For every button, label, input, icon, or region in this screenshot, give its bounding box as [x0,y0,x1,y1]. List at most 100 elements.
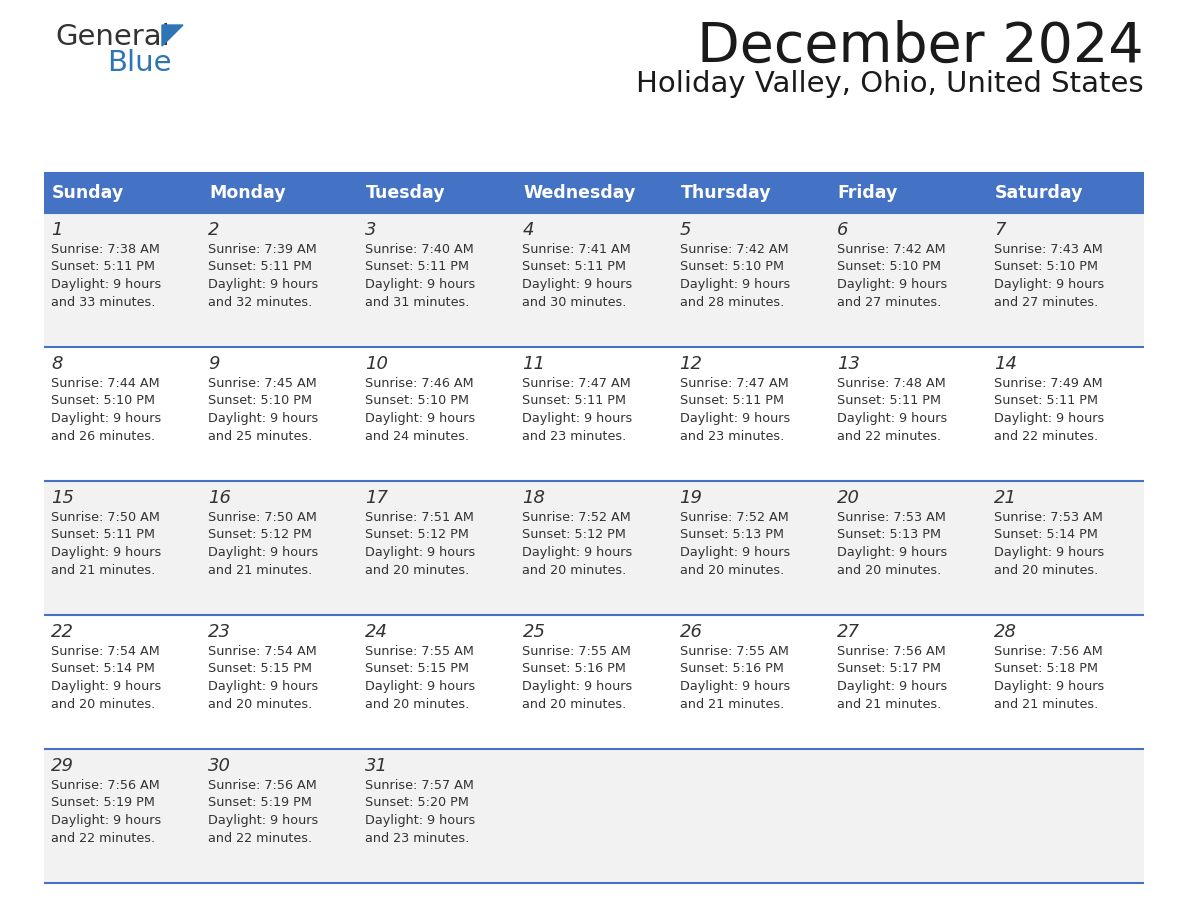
Text: Daylight: 9 hours: Daylight: 9 hours [523,278,633,291]
Text: Daylight: 9 hours: Daylight: 9 hours [365,412,475,425]
Text: 30: 30 [208,757,232,775]
Text: Daylight: 9 hours: Daylight: 9 hours [680,680,790,693]
Text: Daylight: 9 hours: Daylight: 9 hours [994,546,1104,559]
Text: 10: 10 [365,355,388,373]
Text: Sunset: 5:15 PM: Sunset: 5:15 PM [365,663,469,676]
Bar [829,173,987,213]
Text: Daylight: 9 hours: Daylight: 9 hours [208,814,318,827]
Text: and 20 minutes.: and 20 minutes. [836,564,941,577]
Text: Sunset: 5:12 PM: Sunset: 5:12 PM [523,529,626,542]
Text: Daylight: 9 hours: Daylight: 9 hours [365,814,475,827]
Text: Sunrise: 7:55 AM: Sunrise: 7:55 AM [523,645,631,658]
Text: 31: 31 [365,757,388,775]
Text: Daylight: 9 hours: Daylight: 9 hours [680,546,790,559]
Text: 6: 6 [836,221,848,239]
Text: Daylight: 9 hours: Daylight: 9 hours [523,412,633,425]
Polygon shape [162,25,183,46]
Text: Sunset: 5:13 PM: Sunset: 5:13 PM [836,529,941,542]
Text: Sunset: 5:16 PM: Sunset: 5:16 PM [680,663,783,676]
Text: Sunset: 5:19 PM: Sunset: 5:19 PM [208,797,312,810]
Text: Sunset: 5:10 PM: Sunset: 5:10 PM [680,261,784,274]
Text: 23: 23 [208,623,232,641]
Text: and 23 minutes.: and 23 minutes. [523,430,627,442]
Text: and 22 minutes.: and 22 minutes. [51,832,156,845]
Text: Sunset: 5:11 PM: Sunset: 5:11 PM [365,261,469,274]
Text: Sunrise: 7:57 AM: Sunrise: 7:57 AM [365,779,474,792]
Text: and 21 minutes.: and 21 minutes. [836,698,941,711]
Text: Sunrise: 7:38 AM: Sunrise: 7:38 AM [51,243,160,256]
Text: Sunset: 5:10 PM: Sunset: 5:10 PM [208,395,312,408]
Bar [44,481,1144,615]
Text: Sunrise: 7:54 AM: Sunrise: 7:54 AM [208,645,317,658]
Text: 9: 9 [208,355,220,373]
Text: Sunset: 5:16 PM: Sunset: 5:16 PM [523,663,626,676]
Bar [44,213,1144,347]
Text: and 25 minutes.: and 25 minutes. [208,430,312,442]
Text: Sunrise: 7:55 AM: Sunrise: 7:55 AM [680,645,789,658]
Text: 17: 17 [365,489,388,507]
Text: Sunrise: 7:56 AM: Sunrise: 7:56 AM [994,645,1102,658]
Bar [201,173,359,213]
Text: Sunrise: 7:49 AM: Sunrise: 7:49 AM [994,377,1102,390]
Text: Daylight: 9 hours: Daylight: 9 hours [365,680,475,693]
Text: and 23 minutes.: and 23 minutes. [680,430,784,442]
Text: Daylight: 9 hours: Daylight: 9 hours [836,278,947,291]
Text: 7: 7 [994,221,1005,239]
Text: 8: 8 [51,355,63,373]
Text: Sunset: 5:18 PM: Sunset: 5:18 PM [994,663,1098,676]
Text: Sunset: 5:14 PM: Sunset: 5:14 PM [51,663,154,676]
Text: Daylight: 9 hours: Daylight: 9 hours [523,546,633,559]
Text: Daylight: 9 hours: Daylight: 9 hours [51,278,162,291]
Text: Sunset: 5:14 PM: Sunset: 5:14 PM [994,529,1098,542]
Text: 24: 24 [365,623,388,641]
Text: Daylight: 9 hours: Daylight: 9 hours [994,278,1104,291]
Text: Daylight: 9 hours: Daylight: 9 hours [836,546,947,559]
Text: and 22 minutes.: and 22 minutes. [836,430,941,442]
Text: 16: 16 [208,489,232,507]
Text: Sunrise: 7:53 AM: Sunrise: 7:53 AM [836,511,946,524]
Text: Sunrise: 7:54 AM: Sunrise: 7:54 AM [51,645,159,658]
Text: Daylight: 9 hours: Daylight: 9 hours [994,680,1104,693]
Text: Daylight: 9 hours: Daylight: 9 hours [523,680,633,693]
Text: Tuesday: Tuesday [366,184,446,202]
Text: Holiday Valley, Ohio, United States: Holiday Valley, Ohio, United States [637,70,1144,98]
Text: Sunset: 5:12 PM: Sunset: 5:12 PM [208,529,312,542]
Text: Sunday: Sunday [52,184,125,202]
Text: 5: 5 [680,221,691,239]
Text: and 20 minutes.: and 20 minutes. [994,564,1098,577]
Text: 25: 25 [523,623,545,641]
Text: Sunrise: 7:52 AM: Sunrise: 7:52 AM [680,511,789,524]
Text: Sunset: 5:11 PM: Sunset: 5:11 PM [208,261,312,274]
Text: Monday: Monday [209,184,286,202]
Text: and 21 minutes.: and 21 minutes. [208,564,312,577]
Text: Sunset: 5:10 PM: Sunset: 5:10 PM [836,261,941,274]
Text: and 20 minutes.: and 20 minutes. [365,564,469,577]
Text: and 33 minutes.: and 33 minutes. [51,296,156,308]
Text: Sunrise: 7:44 AM: Sunrise: 7:44 AM [51,377,159,390]
Text: Sunrise: 7:50 AM: Sunrise: 7:50 AM [51,511,160,524]
Text: and 21 minutes.: and 21 minutes. [994,698,1098,711]
Text: Sunrise: 7:53 AM: Sunrise: 7:53 AM [994,511,1102,524]
Text: and 28 minutes.: and 28 minutes. [680,296,784,308]
Text: 22: 22 [51,623,74,641]
Text: Sunrise: 7:43 AM: Sunrise: 7:43 AM [994,243,1102,256]
Text: Sunrise: 7:56 AM: Sunrise: 7:56 AM [208,779,317,792]
Text: 18: 18 [523,489,545,507]
Text: Daylight: 9 hours: Daylight: 9 hours [680,412,790,425]
Text: Sunset: 5:12 PM: Sunset: 5:12 PM [365,529,469,542]
Text: Friday: Friday [838,184,898,202]
Text: Sunrise: 7:41 AM: Sunrise: 7:41 AM [523,243,631,256]
Text: Daylight: 9 hours: Daylight: 9 hours [365,546,475,559]
Text: 15: 15 [51,489,74,507]
Text: and 22 minutes.: and 22 minutes. [994,430,1098,442]
Text: Sunrise: 7:56 AM: Sunrise: 7:56 AM [51,779,159,792]
Text: and 20 minutes.: and 20 minutes. [523,564,627,577]
Text: Daylight: 9 hours: Daylight: 9 hours [208,680,318,693]
Text: Sunset: 5:10 PM: Sunset: 5:10 PM [51,395,154,408]
Text: Sunrise: 7:50 AM: Sunrise: 7:50 AM [208,511,317,524]
Text: Sunset: 5:11 PM: Sunset: 5:11 PM [523,261,626,274]
Text: 19: 19 [680,489,702,507]
Text: 21: 21 [994,489,1017,507]
Text: and 21 minutes.: and 21 minutes. [51,564,156,577]
Text: and 26 minutes.: and 26 minutes. [51,430,156,442]
